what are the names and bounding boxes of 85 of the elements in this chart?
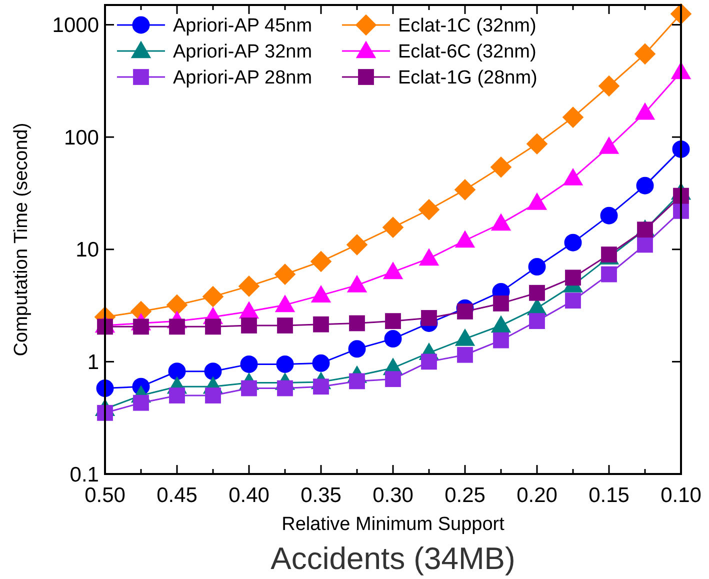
y-axis-title: Computation Time (second) [11, 122, 32, 356]
x-tick-label: 0.45 [156, 484, 198, 507]
legend-label: Eclat-6C (32nm) [398, 42, 536, 63]
point [205, 318, 221, 335]
x-tick-label: 0.40 [228, 484, 270, 507]
x-tick-label: 0.25 [444, 484, 486, 507]
point [205, 388, 221, 404]
point [241, 318, 257, 334]
point [565, 270, 581, 286]
point [238, 276, 260, 297]
y-tick-label: 0.1 [70, 463, 99, 486]
point [455, 329, 475, 346]
x-tick-label: 0.50 [84, 484, 126, 507]
point [454, 179, 476, 200]
point [348, 340, 366, 358]
point [421, 354, 437, 370]
point [529, 284, 545, 301]
point [491, 316, 511, 333]
point [168, 362, 186, 380]
point [276, 355, 294, 373]
point [634, 44, 656, 64]
point [275, 295, 295, 312]
point [601, 266, 617, 282]
point [169, 388, 185, 404]
point [277, 318, 293, 334]
point [166, 294, 188, 316]
point [311, 286, 331, 302]
point [204, 362, 222, 380]
point [528, 258, 546, 276]
point [493, 296, 509, 312]
point [310, 251, 332, 272]
x-tick-label: 0.35 [300, 484, 342, 507]
x-axis-title: Relative Minimum Support [282, 514, 506, 535]
point [383, 262, 403, 280]
point [599, 137, 619, 154]
point [636, 176, 654, 194]
point [240, 355, 258, 373]
point [637, 222, 653, 238]
point [346, 234, 368, 256]
point [637, 236, 653, 253]
point [457, 304, 473, 320]
y-tick-label: 100 [64, 126, 99, 150]
legend-label: Eclat-1C (32nm) [398, 16, 536, 37]
x-tick-label: 0.15 [588, 484, 630, 507]
point [313, 316, 329, 332]
point [133, 394, 149, 411]
legend-label: Apriori-AP 28nm [173, 68, 312, 89]
point [562, 106, 584, 128]
legend-label: Apriori-AP 32nm [173, 42, 312, 63]
y-tick-label: 10 [76, 238, 99, 262]
point [490, 156, 512, 178]
x-tick-label: 0.30 [372, 484, 414, 507]
point [347, 276, 367, 292]
point [349, 315, 365, 332]
point [385, 371, 401, 388]
point [455, 230, 475, 248]
point [635, 103, 655, 120]
point [384, 330, 402, 348]
point [421, 310, 437, 326]
point [239, 302, 259, 319]
point [274, 264, 296, 285]
point [564, 234, 582, 252]
y-tick-label: 1 [87, 351, 99, 374]
point [312, 354, 330, 372]
point [493, 332, 509, 348]
point [382, 217, 404, 238]
text: Accidents (34MB) [270, 541, 516, 576]
point [385, 313, 401, 330]
point [418, 199, 440, 220]
point [598, 76, 620, 96]
point [527, 193, 547, 210]
x-tick-label: 0.10 [660, 484, 702, 507]
point [202, 286, 224, 307]
point [526, 134, 548, 154]
point [565, 292, 581, 309]
point [457, 346, 473, 363]
legend-label: Apriori-AP 45nm [173, 16, 312, 37]
y-tick-label: 1000 [52, 14, 99, 38]
point [419, 248, 439, 266]
legend-label: Eclat-1G (28nm) [398, 68, 538, 89]
point [491, 214, 511, 231]
point [529, 313, 545, 330]
point [600, 206, 618, 224]
x-tick-label: 0.20 [516, 484, 558, 507]
point [563, 168, 583, 186]
